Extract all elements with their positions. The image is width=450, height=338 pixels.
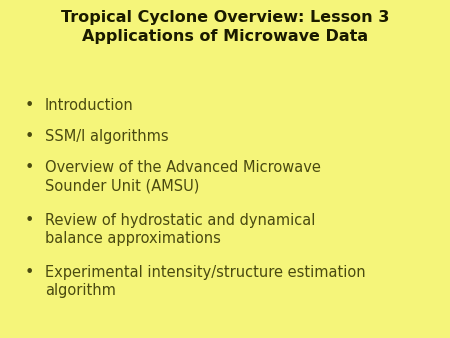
Text: •: • [25,265,34,280]
Text: •: • [25,98,34,113]
Text: Tropical Cyclone Overview: Lesson 3
Applications of Microwave Data: Tropical Cyclone Overview: Lesson 3 Appl… [61,10,389,44]
Text: Introduction: Introduction [45,98,134,113]
Text: SSM/I algorithms: SSM/I algorithms [45,129,169,144]
Text: Experimental intensity/structure estimation
algorithm: Experimental intensity/structure estimat… [45,265,365,298]
Text: •: • [25,160,34,175]
Text: •: • [25,129,34,144]
Text: Review of hydrostatic and dynamical
balance approximations: Review of hydrostatic and dynamical bala… [45,213,315,246]
Text: Overview of the Advanced Microwave
Sounder Unit (AMSU): Overview of the Advanced Microwave Sound… [45,160,321,193]
Text: •: • [25,213,34,227]
